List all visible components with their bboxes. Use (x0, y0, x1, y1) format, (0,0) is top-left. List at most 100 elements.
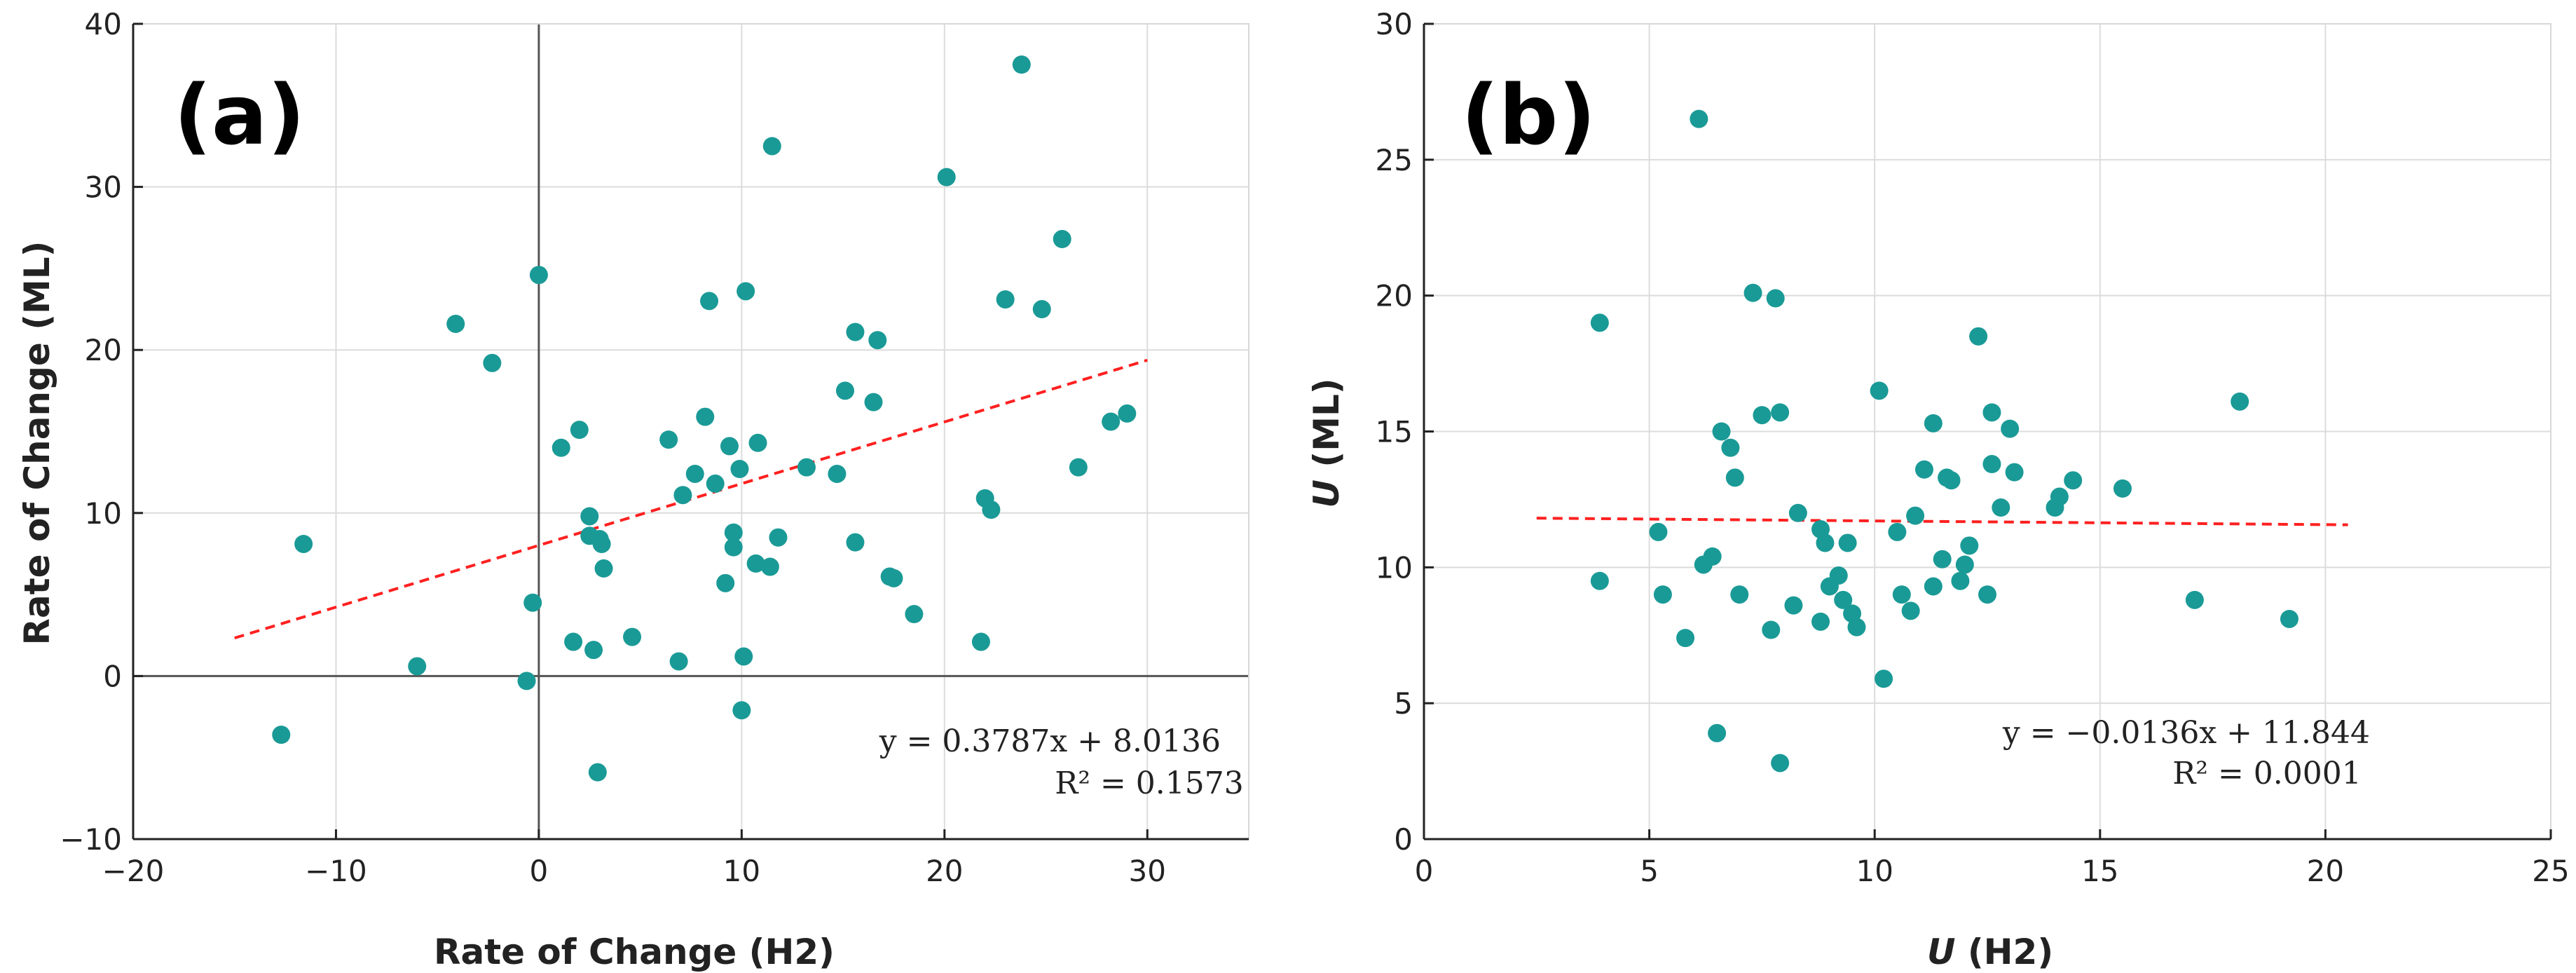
data-point (1676, 629, 1695, 648)
data-point (446, 314, 465, 333)
data-point (1816, 533, 1835, 552)
data-point (937, 168, 956, 186)
data-point (864, 393, 883, 411)
data-point (517, 672, 536, 690)
data-point (673, 486, 692, 505)
data-point (769, 528, 788, 547)
data-point (1951, 571, 1970, 590)
data-point (706, 474, 725, 493)
data-point (1743, 283, 1762, 302)
x-tick-label: 0 (530, 854, 549, 888)
data-point (669, 652, 688, 671)
data-point (700, 292, 719, 311)
data-point (1982, 455, 2001, 474)
data-point (996, 290, 1015, 309)
y-tick-label: 0 (1394, 822, 1413, 857)
data-point (483, 353, 502, 372)
data-point (1834, 590, 1853, 609)
data-point (746, 554, 765, 573)
y-tick-label: 0 (103, 659, 122, 693)
data-point (1933, 550, 1952, 569)
data-point (730, 459, 749, 478)
data-point (748, 433, 767, 452)
panel-b-y-axis-title-italic: U (1306, 479, 1347, 508)
data-point (1771, 754, 1790, 773)
data-point (1829, 566, 1848, 585)
data-point (1012, 55, 1031, 74)
data-point (1653, 585, 1672, 604)
data-point (737, 282, 755, 301)
data-point (1649, 522, 1668, 541)
data-point (1960, 536, 1979, 555)
data-point (1969, 327, 1988, 346)
x-tick-label: 20 (2307, 854, 2344, 888)
data-point (1053, 230, 1071, 249)
data-point (1978, 585, 1996, 604)
data-point (1069, 458, 1088, 477)
panel-b-y-tick-labels: 0 5 10 15 20 25 30 (1376, 7, 1434, 857)
data-point (623, 627, 642, 646)
data-point (1901, 601, 1920, 620)
data-point (1888, 522, 1907, 541)
data-point (1924, 577, 1943, 596)
panel-a-x-tick-labels: −20 −10 0 10 20 30 (102, 829, 1166, 888)
panel-a-label: (a) (174, 67, 306, 163)
panel-b-r-squared: R² = 0.0001 (2172, 756, 2362, 791)
data-point (1788, 503, 1807, 522)
data-point (720, 437, 739, 456)
data-point (835, 381, 854, 400)
data-point (716, 573, 735, 592)
data-point (982, 501, 1001, 519)
data-point (1102, 412, 1121, 431)
data-point (294, 534, 313, 553)
data-point (685, 464, 704, 483)
data-point (724, 538, 743, 557)
data-point (732, 701, 751, 720)
data-point (734, 647, 753, 666)
data-point (551, 438, 570, 457)
data-point (2005, 463, 2024, 482)
y-tick-label: 20 (85, 333, 122, 367)
panel-a-y-axis-title: Rate of Change (ML) (17, 240, 57, 645)
panel-b-y-axis-title: U (ML) (1306, 378, 1347, 508)
y-tick-label: 20 (1376, 279, 1413, 313)
panel-b-x-axis-title: U (H2) (1927, 932, 2053, 972)
x-tick-label: −20 (102, 854, 165, 888)
data-point (1721, 438, 1740, 457)
data-point (1914, 460, 1933, 479)
data-point (971, 632, 990, 651)
data-point (1942, 471, 1961, 490)
panel-a-x-axis-title: Rate of Change (H2) (434, 932, 835, 972)
data-point (1712, 422, 1731, 441)
data-point (1982, 403, 2001, 422)
panel-b-label: (b) (1461, 67, 1596, 163)
data-point (760, 557, 779, 576)
y-tick-label: 10 (85, 496, 122, 531)
x-tick-label: −10 (305, 854, 367, 888)
x-tick-label: 10 (1856, 854, 1893, 888)
data-point (905, 605, 924, 624)
panel-b-x-axis-title-italic: U (1927, 932, 1956, 972)
data-point (1784, 596, 1803, 615)
data-point (2280, 609, 2298, 628)
data-point (797, 458, 816, 477)
data-point (846, 533, 865, 552)
data-point (1771, 403, 1790, 422)
y-tick-label: 30 (1376, 7, 1413, 41)
panel-b-y-axis-title-rest: (ML) (1306, 378, 1347, 479)
panel-a-frame (132, 23, 1249, 841)
data-point (1730, 585, 1749, 604)
data-point (724, 523, 743, 542)
panel-b-x-axis-title-rest: (H2) (1955, 932, 2053, 972)
panel-a-points (272, 55, 1137, 782)
data-point (1870, 381, 1889, 400)
y-tick-label: 5 (1394, 686, 1413, 721)
y-tick-label: 30 (85, 170, 122, 205)
data-point (1766, 289, 1785, 308)
x-tick-label: 10 (723, 854, 760, 888)
data-point (1762, 620, 1781, 639)
data-point (1955, 555, 1974, 574)
y-tick-label: 10 (1376, 550, 1413, 585)
data-point (2113, 479, 2132, 498)
